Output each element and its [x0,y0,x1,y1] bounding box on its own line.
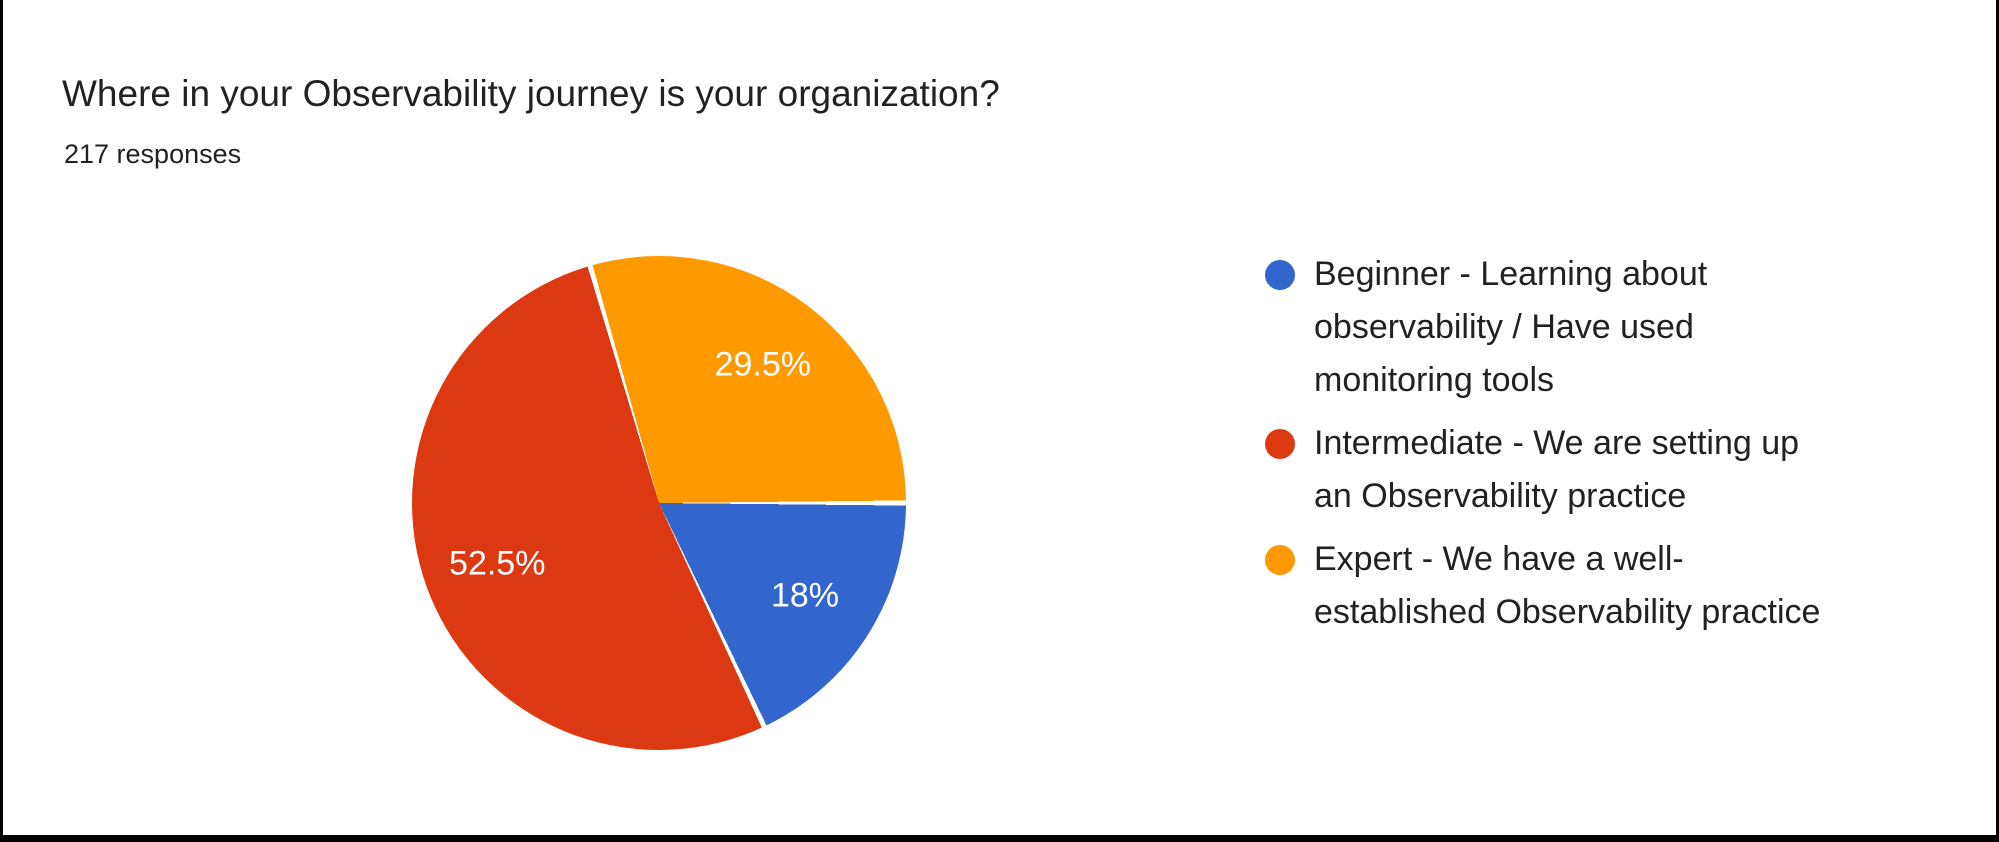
response-count: 217 responses [64,139,242,169]
screen-edge-right [1996,0,1999,842]
chart-legend: Beginner - Learning about observability … [1265,248,1825,649]
slice-label-expert: 29.5% [714,345,812,384]
legend-item-intermediate: Intermediate - We are setting up an Obse… [1265,417,1825,523]
legend-dot-intermediate-icon [1265,429,1295,459]
legend-item-beginner: Beginner - Learning about observability … [1265,248,1825,407]
legend-dot-beginner-icon [1265,260,1295,290]
legend-label-intermediate: Intermediate - We are setting up an Obse… [1314,424,1800,515]
slice-label-intermediate: 52.5% [449,544,546,583]
pie-chart[interactable]: 18% 52.5% 29.5% [412,256,906,750]
question-title: Where in your Observability journey is y… [62,73,1000,114]
legend-label-expert: Expert - We have a well-established Obse… [1314,540,1821,631]
screen-edge-bottom [0,835,1999,842]
legend-dot-expert-icon [1265,545,1295,575]
legend-label-beginner: Beginner - Learning about observability … [1314,255,1708,399]
legend-item-expert: Expert - We have a well-established Obse… [1265,533,1825,639]
slice-label-beginner: 18% [770,576,839,615]
screen-edge-left [0,0,3,842]
